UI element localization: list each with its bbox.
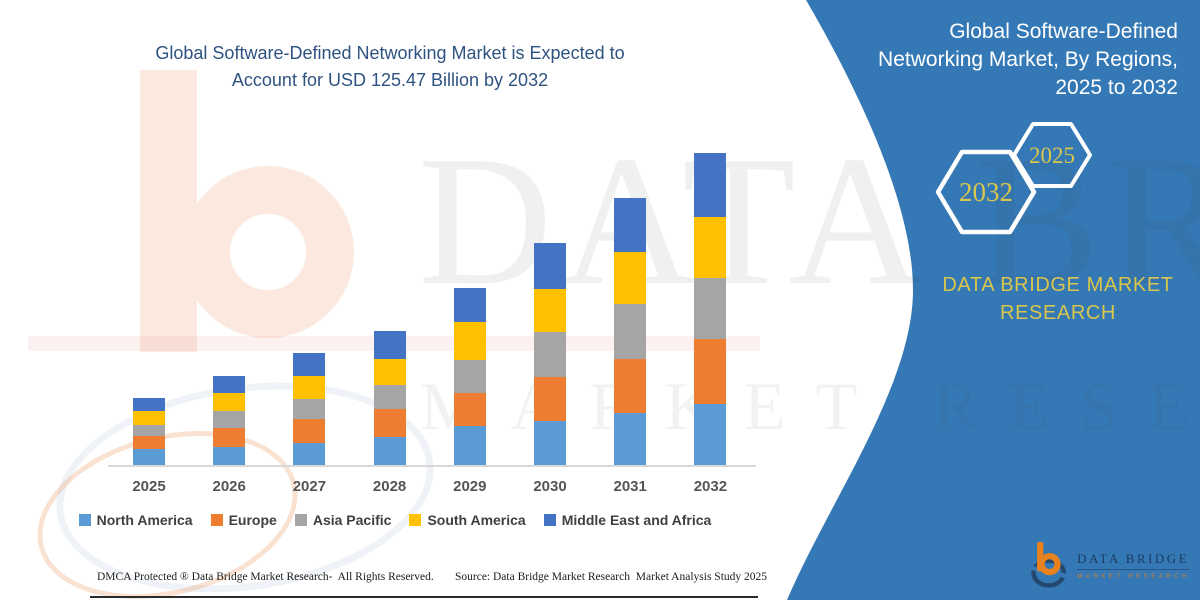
- legend-label: North America: [96, 512, 193, 528]
- bar-segment-2032-middle-east-and-africa: [694, 152, 727, 217]
- footer-dmca-text: DMCA Protected ® Data Bridge Market Rese…: [97, 571, 434, 583]
- bar-segment-2028-europe: [373, 409, 406, 438]
- blue-panel-background: [787, 0, 1200, 600]
- x-axis-label-2029: 2029: [453, 478, 487, 495]
- legend-item-asia-pacific: Asia Pacific: [294, 512, 392, 528]
- bar-segment-2025-middle-east-and-africa: [133, 397, 165, 411]
- bar-segment-2031-south-america: [614, 252, 647, 305]
- legend-swatch-europe: [210, 514, 223, 526]
- bar-segment-2028-middle-east-and-africa: [373, 331, 406, 360]
- bar-segment-2028-asia-pacific: [373, 385, 406, 410]
- bar-segment-2031-north-america: [614, 413, 647, 466]
- chart-legend: North America Europe Asia Pacific South Ame…: [0, 512, 790, 528]
- panel-title-line1: Global Software-Defined: [949, 20, 1178, 43]
- bar-segment-2027-middle-east-and-africa: [293, 352, 326, 377]
- x-axis-label-2032: 2032: [693, 478, 728, 495]
- x-axis-label-2030: 2030: [533, 478, 567, 495]
- bar-segment-2032-europe: [694, 339, 727, 405]
- legend-swatch-middle-east-and-africa: [543, 514, 556, 526]
- legend-label: Europe: [228, 512, 277, 528]
- legend-label: Asia Pacific: [312, 512, 392, 528]
- x-axis-line: [108, 465, 756, 467]
- bar-segment-2028-north-america: [373, 437, 406, 466]
- legend-item-south-america: South America: [409, 512, 526, 528]
- bar-segment-2025-south-america: [133, 410, 165, 425]
- bar-segment-2029-europe: [453, 392, 486, 426]
- bar-segment-2028-south-america: [373, 359, 406, 386]
- legend-item-middle-east-and-africa: Middle East and Africa: [543, 512, 712, 528]
- chart-title-line1: Global Software-Defined Networking Marke…: [155, 43, 625, 63]
- dbmr-logo-subtitle: MARKET RESEARCH: [1077, 572, 1190, 580]
- dbmr-logo-text: DATA BRIDGE MARKET RESEARCH: [1077, 551, 1190, 580]
- bar-segment-2029-middle-east-and-africa: [453, 287, 486, 322]
- bar-segment-2031-middle-east-and-africa: [614, 198, 647, 253]
- bar-segment-2032-south-america: [694, 216, 727, 278]
- brand-line2: RESEARCH: [1000, 302, 1116, 324]
- chart-title-line2: Account for USD 125.47 Billion by 2032: [231, 70, 549, 90]
- x-axis-label-2027: 2027: [292, 478, 327, 495]
- legend-swatch-south-america: [409, 514, 422, 526]
- legend-item-north-america: North America: [78, 512, 193, 528]
- bar-segment-2026-europe: [213, 428, 246, 447]
- x-axis-label-2031: 2031: [613, 478, 647, 495]
- bar-segment-2030-middle-east-and-africa: [534, 243, 566, 290]
- footer-source-text: Source: Data Bridge Market Research Mark…: [455, 571, 768, 583]
- legend-swatch-asia-pacific: [294, 514, 307, 526]
- panel-title: Global Software-Defined Networking Marke…: [840, 18, 1178, 102]
- bar-segment-2029-north-america: [453, 425, 486, 466]
- bar-segment-2029-asia-pacific: [453, 360, 486, 393]
- x-axis-label-2025: 2025: [132, 478, 166, 495]
- x-axis-label-2026: 2026: [212, 478, 246, 495]
- panel-title-line3: 2025 to 2032: [1055, 76, 1178, 100]
- bar-segment-2025-europe: [133, 435, 165, 450]
- bar-segment-2030-asia-pacific: [534, 331, 566, 378]
- dbmr-logo-glyph: [1030, 541, 1069, 588]
- bar-segment-2031-asia-pacific: [614, 304, 647, 359]
- bar-segment-2025-asia-pacific: [133, 424, 165, 436]
- bar-segment-2027-south-america: [293, 376, 326, 400]
- x-axis-label-2028: 2028: [372, 478, 407, 495]
- brand-line1: DATA BRIDGE MARKET: [942, 274, 1174, 296]
- bar-segment-2030-europe: [534, 377, 566, 422]
- bar-segment-2027-north-america: [293, 443, 326, 466]
- legend-label: South America: [427, 512, 526, 528]
- dbmr-logo: DATA BRIDGE MARKET RESEARCH: [1030, 536, 1190, 594]
- bar-segment-2030-south-america: [534, 289, 566, 332]
- footer-divider-line: [90, 596, 758, 598]
- bar-segment-2026-middle-east-and-africa: [213, 375, 246, 393]
- legend-label: Middle East and Africa: [561, 512, 712, 528]
- legend-item-europe: Europe: [210, 512, 277, 528]
- legend-swatch-north-america: [78, 514, 91, 526]
- watermark-logo-b-stem: [140, 70, 197, 352]
- panel-title-line2: Networking Market, By Regions,: [878, 48, 1178, 72]
- bar-segment-2026-south-america: [213, 392, 246, 411]
- bar-segment-2032-north-america: [694, 404, 727, 466]
- dbmr-logo-name: DATA BRIDGE: [1077, 551, 1190, 570]
- stacked-bar-chart: 2025 2026 2027 2028 2029 2030 2031 2032: [132, 152, 728, 495]
- bar-segment-2031-europe: [614, 359, 647, 414]
- bar-segment-2027-europe: [293, 419, 326, 444]
- brand-wordmark: DATA BRIDGE MARKET RESEARCH: [920, 271, 1196, 327]
- bar-segment-2027-asia-pacific: [293, 399, 326, 420]
- bar-segment-2029-south-america: [453, 321, 486, 361]
- bar-segment-2026-asia-pacific: [213, 410, 246, 429]
- bar-segment-2025-north-america: [133, 449, 165, 466]
- chart-title: Global Software-Defined Networking Marke…: [0, 40, 780, 94]
- bar-segment-2026-north-america: [213, 446, 246, 466]
- bar-segment-2032-asia-pacific: [694, 277, 727, 340]
- bar-segment-2030-north-america: [534, 421, 566, 466]
